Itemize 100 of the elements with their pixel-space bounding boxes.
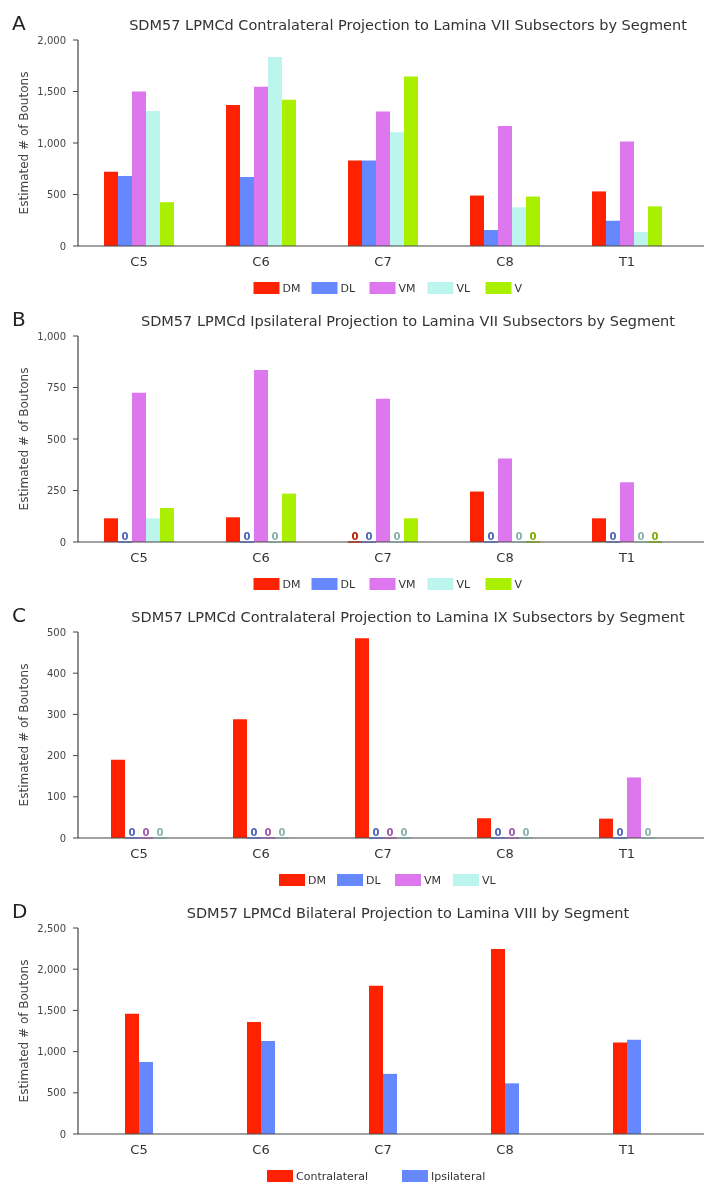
- data-label: 0: [142, 827, 150, 838]
- bar: [627, 1039, 641, 1134]
- x-tick-label: T1: [617, 550, 636, 565]
- x-tick-label: T1: [617, 254, 636, 269]
- bar: [282, 99, 296, 246]
- bar: [355, 638, 369, 838]
- bar: [247, 1021, 261, 1134]
- y-tick-label: 1,500: [37, 1004, 66, 1016]
- bar: [477, 818, 491, 838]
- legend-label: Contralateral: [296, 1170, 369, 1183]
- bar: [634, 232, 648, 246]
- chart-title: SDM57 LPMCd Contralateral Projection to Lamina VII Subsectors by Segment: [129, 17, 688, 33]
- bar: [620, 141, 634, 246]
- y-tick-label: 500: [46, 189, 66, 200]
- x-tick-label: C8: [496, 550, 514, 565]
- bar: [254, 369, 268, 542]
- x-tick-label: C7: [374, 846, 392, 861]
- bar: [512, 207, 526, 246]
- bar: [484, 230, 498, 246]
- bar: [104, 171, 118, 246]
- bar: [160, 508, 174, 542]
- x-tick-label: C7: [374, 1142, 392, 1157]
- x-tick-label: T1: [617, 846, 636, 861]
- y-tick-label: 400: [46, 667, 66, 679]
- y-tick-label: 0: [59, 1128, 66, 1140]
- data-label: 0: [365, 531, 373, 542]
- y-axis-title: Estimated # of Boutons: [17, 663, 31, 807]
- y-tick-label: 750: [46, 382, 66, 393]
- text: A: [12, 11, 26, 35]
- data-label: 0: [651, 531, 659, 542]
- bar: [226, 517, 240, 542]
- data-label: 0: [494, 827, 502, 838]
- legend-label: VL: [482, 874, 497, 887]
- x-tick-label: C7: [374, 550, 392, 565]
- legend-label: DM: [282, 578, 301, 591]
- bar: [146, 518, 160, 542]
- data-label: 0: [128, 827, 136, 838]
- x-tick-label: C5: [130, 254, 148, 269]
- x-tick-label: C6: [252, 846, 270, 861]
- bar: [362, 160, 376, 246]
- data-label: 0: [264, 827, 272, 838]
- bar: [125, 1013, 139, 1134]
- y-tick-label: 2,500: [37, 922, 66, 934]
- bar: [261, 1040, 275, 1134]
- bar: [491, 949, 505, 1134]
- legend-label: DL: [340, 282, 356, 295]
- legend-label: VM: [424, 874, 442, 887]
- data-label: 0: [637, 531, 645, 542]
- data-label: 0: [393, 531, 401, 542]
- y-tick-label: 0: [59, 832, 66, 844]
- chart-title: SDM57 LPMCd Ipsilateral Projection to Lamina VII Subsectors by Segment: [140, 313, 676, 329]
- data-label: 0: [278, 827, 286, 838]
- bar: [132, 91, 146, 246]
- bar: [104, 518, 118, 542]
- y-tick-label: 300: [46, 708, 66, 720]
- data-label: 0: [351, 531, 359, 542]
- y-axis-title: Estimated # of Boutons: [17, 71, 31, 215]
- data-label: 0: [522, 827, 530, 838]
- y-tick-label: 1,000: [37, 137, 66, 149]
- data-label: 0: [508, 827, 516, 838]
- x-tick-label: C8: [496, 254, 514, 269]
- bar: [254, 86, 268, 246]
- bar: [620, 482, 634, 542]
- bar: [383, 1073, 397, 1134]
- legend-label: VM: [398, 282, 416, 295]
- data-label: 0: [121, 531, 129, 542]
- bar: [226, 104, 240, 246]
- bar: [592, 191, 606, 246]
- bar: [627, 777, 641, 838]
- x-tick-label: C5: [130, 550, 148, 565]
- bar: [599, 818, 613, 838]
- data-label: 0: [400, 827, 408, 838]
- data-label: 0: [271, 531, 279, 542]
- bar: [498, 458, 512, 542]
- x-tick-label: C5: [130, 846, 148, 861]
- bar: [132, 392, 146, 542]
- data-label: 0: [487, 531, 495, 542]
- y-tick-label: 1,000: [37, 1046, 66, 1058]
- y-tick-label: 200: [46, 750, 66, 762]
- chart-title: SDM57 LPMCd Bilateral Projection to Lamina VIII by Segment: [186, 905, 630, 921]
- bar: [160, 202, 174, 246]
- data-label: 0: [156, 827, 164, 838]
- y-tick-label: 500: [46, 433, 66, 445]
- y-tick-label: 0: [59, 536, 66, 548]
- bar: [404, 76, 418, 246]
- bar: [390, 132, 404, 246]
- y-tick-label: 500: [46, 626, 66, 638]
- x-tick-label: C6: [252, 550, 270, 565]
- legend-label: Ipsilateral: [431, 1170, 486, 1183]
- y-tick-label: 1,500: [37, 86, 66, 97]
- x-tick-label: C8: [496, 1142, 514, 1157]
- bar: [139, 1061, 153, 1134]
- data-label: 0: [372, 827, 380, 838]
- bar: [404, 518, 418, 542]
- bar: [369, 985, 383, 1134]
- bar: [592, 518, 606, 542]
- bar: [240, 176, 254, 246]
- x-tick-label: C6: [252, 1142, 270, 1157]
- y-tick-label: 2,000: [37, 34, 66, 46]
- legend-label: DM: [282, 282, 301, 295]
